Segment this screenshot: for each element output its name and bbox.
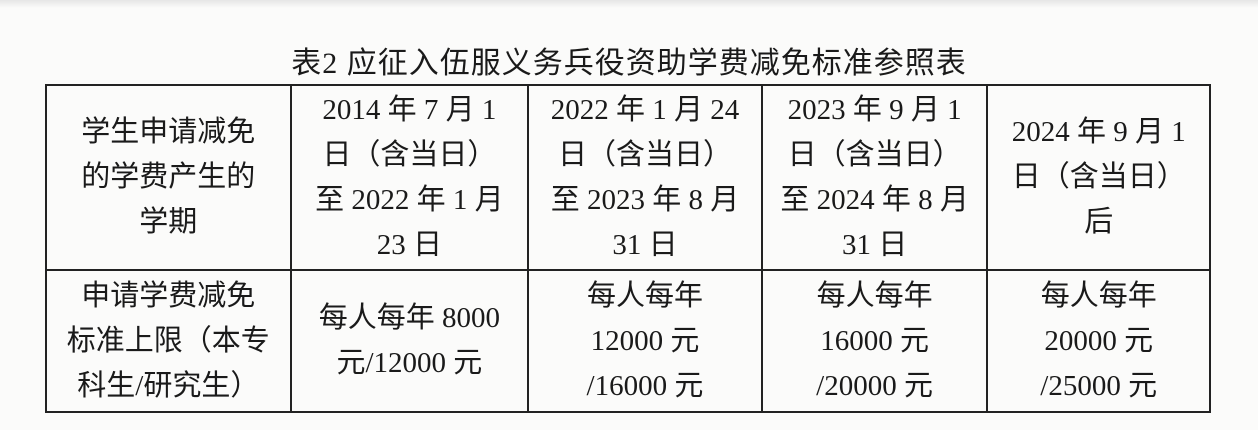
table-cell: 学生申请减免 的学费产生的 学期 [45,84,292,271]
cell-text-line: 16000 元 [820,324,929,357]
cell-text-line: 日（含当日） [787,138,962,171]
cell-text-line: /20000 元 [816,369,933,402]
cell-text-line: 23 日 [376,228,443,261]
cell-text-line: 31 日 [841,228,908,261]
cell-text-line: 2023 年 9 月 1 [787,93,962,126]
cell-text-line: 的学费产生的 [81,161,256,193]
table-cell: 每人每年 8000 元/12000 元 [289,269,530,413]
cell-text-line: /25000 元 [1040,369,1158,402]
cell-text-line: 每人每年 [816,279,933,312]
tuition-reduction-table: 学生申请减免 的学费产生的 学期 2014 年 7 月 1 日（含当日） 至 2022 年… [45,84,1211,413]
table-cell: 2023 年 9 月 1 日（含当日） 至 2024 年 8 月 31 日 [760,84,989,271]
cell-text-line: 日（含当日） [322,138,497,171]
cell-text-line: 元/12000 元 [336,347,483,379]
cell-text-line: 申请学费减免 [81,279,256,312]
previous-text-remnant [0,0,1258,8]
cell-text-line: 后 [1084,206,1114,238]
cell-text-line: 日（含当日） [1011,161,1186,193]
cell-text-line: 学期 [139,206,198,238]
cell-text-line: 每人每年 [1040,279,1157,312]
cell-text-line: 日（含当日） [557,138,732,171]
table-row: 申请学费减免 标准上限（本专 科生/研究生） 每人每年 8000 元/12000 元每人… [45,269,1211,413]
table-cell: 每人每年 16000 元/20000 元 [760,269,989,413]
table-cell: 2024 年 9 月 1 日（含当日） 后 [986,84,1211,271]
cell-text-line: 每人每年 8000 [318,302,501,334]
cell-text-line: 31 日 [612,228,678,261]
header-row: 学生申请减免 的学费产生的 学期 2014 年 7 月 1 日（含当日） 至 2022 年… [45,84,1211,271]
cell-text-line: 科生/研究生） [77,369,260,402]
cell-text-line: 标准上限（本专 [66,324,270,357]
cell-text-line: 12000 元 [590,324,700,357]
table-title: 表2 应征入伍服义务兵役资助学费减免标准参照表 [291,47,967,80]
cell-text-line: /16000 元 [586,369,704,402]
cell-text-line: 2014 年 7 月 1 [322,93,497,126]
cell-text-line: 至 2023 年 8 月 [550,183,740,216]
table-cell: 2022 年 1 月 24 日（含当日） 至 2023 年 8 月 31 日 [527,84,763,271]
cell-text-line: 至 2022 年 1 月 [315,183,504,216]
table-cell: 2014 年 7 月 1 日（含当日） 至 2022 年 1 月 23 日 [289,84,530,271]
cell-text-line: 2024 年 9 月 1 [1011,116,1186,148]
cell-text-line: 至 2024 年 8 月 [780,183,969,216]
cell-text-line: 20000 元 [1044,324,1154,357]
cell-text-line: 每人每年 [586,279,703,312]
cell-text-line: 2022 年 1 月 24 [550,93,740,126]
table-cell: 申请学费减免 标准上限（本专 科生/研究生） [45,269,292,413]
cell-text-line: 学生申请减免 [81,116,256,148]
table-cell: 每人每年 20000 元/25000 元 [986,269,1211,413]
table-cell: 每人每年 12000 元/16000 元 [527,269,763,413]
